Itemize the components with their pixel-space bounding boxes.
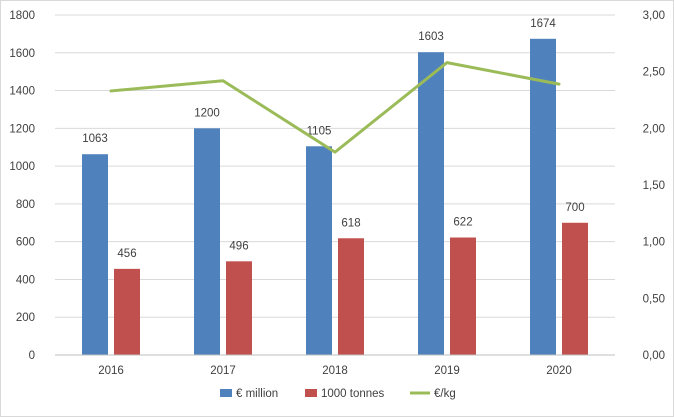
y-tick-label: 400 — [16, 274, 35, 286]
y-tick-label: 600 — [16, 237, 35, 249]
bar — [114, 268, 140, 355]
y2-tick-label: 2,00 — [643, 123, 665, 135]
y-tick-label: 1800 — [9, 10, 35, 22]
bar-data-label: 1603 — [418, 31, 444, 43]
x-tick-label: 2017 — [210, 365, 236, 377]
bar-data-label: 1063 — [82, 133, 108, 145]
bar — [338, 238, 364, 355]
y2-tick-label: 3,00 — [643, 10, 665, 22]
x-tick-label: 2018 — [322, 365, 348, 377]
bar — [306, 146, 332, 355]
x-tick-label: 2016 — [98, 365, 124, 377]
bar-data-label: 1674 — [530, 18, 556, 30]
bar — [418, 52, 444, 355]
bar-data-label: 618 — [341, 217, 360, 229]
line-series-kg — [109, 61, 561, 154]
bar-data-label: 622 — [453, 217, 472, 229]
y2-tick-label: 1,50 — [643, 180, 665, 192]
y2-tick-label: 1,00 — [643, 237, 665, 249]
bar — [226, 261, 252, 355]
x-tick-label: 2020 — [546, 365, 572, 377]
y2-tick-label: 0,00 — [643, 350, 665, 362]
y2-tick-label: 2,50 — [643, 67, 665, 79]
y-tick-label: 1000 — [9, 161, 35, 173]
bar-data-label: 700 — [565, 202, 584, 214]
x-tick-label: 2019 — [434, 365, 460, 377]
y-tick-label: 200 — [16, 312, 35, 324]
legend-label: €/kg — [434, 388, 456, 400]
bar — [450, 237, 476, 355]
y-tick-label: 1200 — [9, 123, 35, 135]
legend-label: 1000 tonnes — [321, 388, 385, 400]
bar-data-label: 496 — [229, 240, 248, 252]
bar — [562, 222, 588, 355]
y-tick-label: 0 — [29, 350, 35, 362]
legend-label: € million — [236, 388, 278, 400]
y2-tick-label: 0,50 — [643, 293, 665, 305]
bar-data-label: 1105 — [307, 125, 332, 137]
bar — [82, 154, 108, 355]
bar — [194, 128, 220, 355]
y-tick-label: 1400 — [9, 86, 35, 98]
legend-swatch — [220, 389, 232, 397]
legend-swatch — [305, 389, 317, 397]
bar-data-label: 1200 — [194, 107, 220, 119]
bar — [530, 38, 556, 356]
bar-data-label: 456 — [117, 248, 136, 260]
y-tick-label: 800 — [16, 199, 35, 211]
y-tick-label: 1600 — [9, 48, 35, 60]
